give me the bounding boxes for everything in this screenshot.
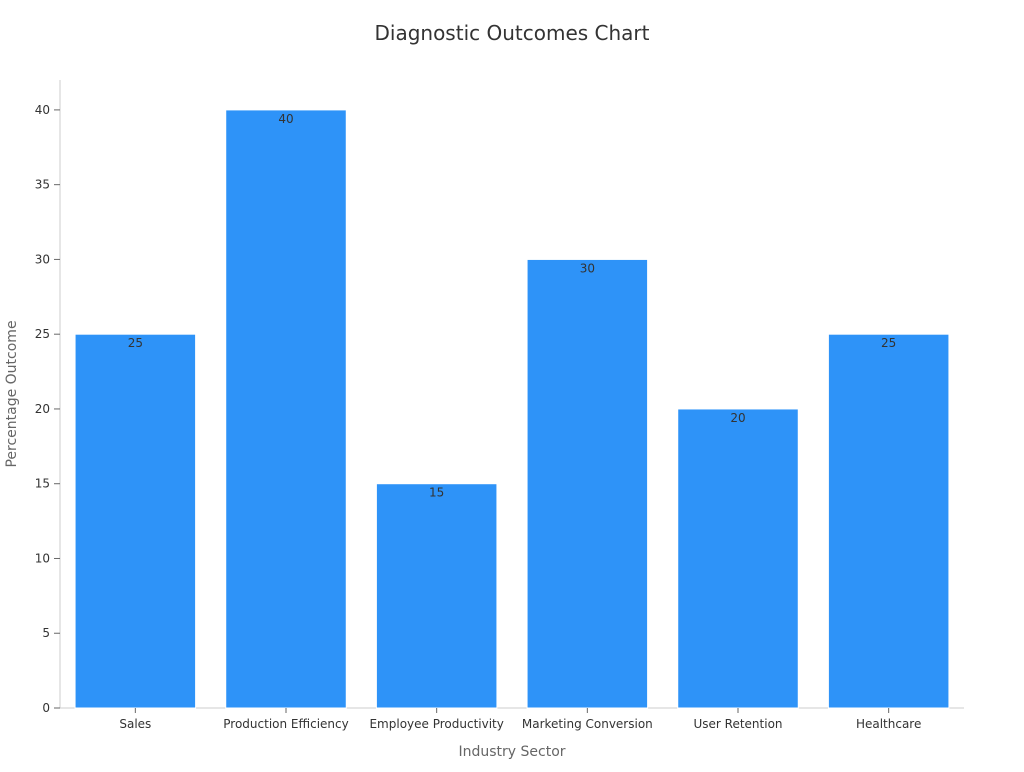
plot-area: 0 5 10 15 20 25 30 35 40 Sales 25 Production Effici… <box>35 80 964 731</box>
data-label: 25 <box>881 336 896 350</box>
y-tick-label: 25 <box>35 327 50 341</box>
data-label: 30 <box>580 261 595 275</box>
data-label: 25 <box>128 336 143 350</box>
data-label: 15 <box>429 486 444 500</box>
x-tick-label: Employee Productivity <box>369 717 503 731</box>
x-tick-label: Sales <box>119 717 151 731</box>
y-axis-label: Percentage Outcome <box>4 320 20 467</box>
chart-title: Diagnostic Outcomes Chart <box>374 21 649 45</box>
x-axis-label: Industry Sector <box>458 744 565 760</box>
bar <box>677 408 799 709</box>
bar <box>74 333 197 709</box>
y-tick-label: 40 <box>35 103 50 117</box>
y-tick-label: 30 <box>35 252 50 266</box>
x-tick-label: User Retention <box>693 717 782 731</box>
y-tick-label: 0 <box>42 701 50 715</box>
data-label: 20 <box>730 411 745 425</box>
y-tick-label: 20 <box>35 402 50 416</box>
y-tick-label: 35 <box>35 178 50 192</box>
x-tick-label: Marketing Conversion <box>522 717 653 731</box>
bar <box>225 109 347 709</box>
bar <box>526 258 649 709</box>
bar <box>375 483 498 709</box>
bar <box>827 333 950 709</box>
data-label: 40 <box>278 112 293 126</box>
y-tick-label: 15 <box>35 477 50 491</box>
y-tick-label: 5 <box>42 626 50 640</box>
x-tick-label: Production Efficiency <box>223 717 348 731</box>
y-tick-label: 10 <box>35 551 50 565</box>
x-tick-label: Healthcare <box>856 717 921 731</box>
